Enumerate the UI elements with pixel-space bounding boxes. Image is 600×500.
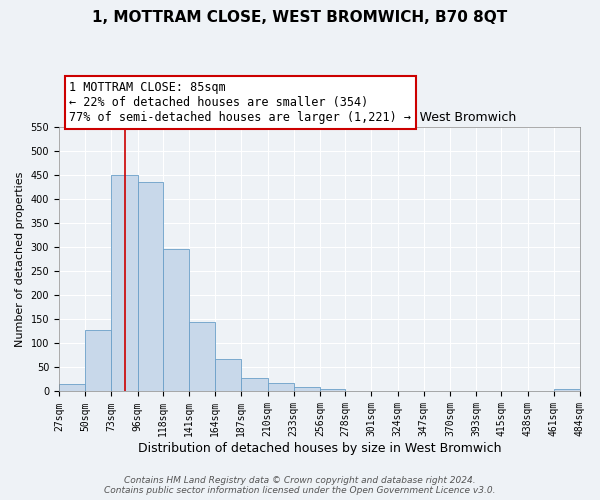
Bar xyxy=(320,389,345,392)
Bar xyxy=(215,359,241,392)
X-axis label: Distribution of detached houses by size in West Bromwich: Distribution of detached houses by size … xyxy=(138,442,501,455)
Bar xyxy=(189,322,215,392)
Bar xyxy=(59,384,85,392)
Bar xyxy=(241,378,268,392)
Bar xyxy=(112,175,137,392)
Bar xyxy=(345,390,371,392)
Bar xyxy=(294,387,320,392)
Bar xyxy=(268,384,294,392)
Bar xyxy=(137,182,163,392)
Text: Contains HM Land Registry data © Crown copyright and database right 2024.
Contai: Contains HM Land Registry data © Crown c… xyxy=(104,476,496,495)
Text: 1 MOTTRAM CLOSE: 85sqm
← 22% of detached houses are smaller (354)
77% of semi-de: 1 MOTTRAM CLOSE: 85sqm ← 22% of detached… xyxy=(70,81,412,124)
Bar xyxy=(163,248,189,392)
Text: 1, MOTTRAM CLOSE, WEST BROMWICH, B70 8QT: 1, MOTTRAM CLOSE, WEST BROMWICH, B70 8QT xyxy=(92,10,508,25)
Bar xyxy=(85,330,112,392)
Y-axis label: Number of detached properties: Number of detached properties xyxy=(15,172,25,347)
Bar xyxy=(554,389,580,392)
Title: Size of property relative to detached houses in West Bromwich: Size of property relative to detached ho… xyxy=(122,112,517,124)
